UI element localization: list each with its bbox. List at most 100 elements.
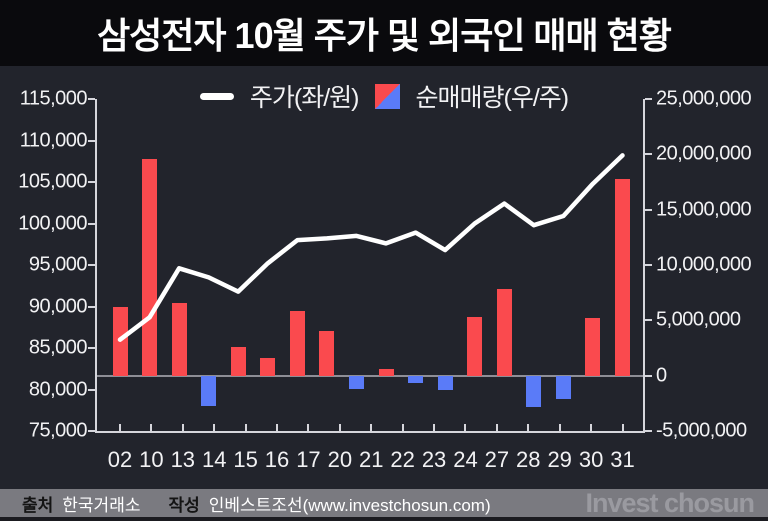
left-axis-line bbox=[95, 99, 97, 431]
volume-bar bbox=[467, 317, 483, 376]
x-axis-label: 31 bbox=[610, 447, 635, 472]
volume-bar bbox=[289, 311, 305, 376]
x-axis-tick bbox=[590, 424, 593, 431]
right-axis-tick bbox=[645, 319, 652, 322]
x-axis-tick bbox=[119, 424, 121, 431]
x-axis-tick bbox=[558, 424, 561, 431]
chart-panel: 주가(좌/원) 순매매량(우/주) 115,000 110,000 105,000 1… bbox=[0, 66, 768, 489]
right-axis-label: 20,000,000 bbox=[656, 142, 752, 165]
volume-legend-label: 순매매량(우/주) bbox=[415, 84, 570, 112]
left-axis-tick bbox=[88, 388, 95, 391]
left-axis-tick bbox=[88, 305, 95, 308]
left-axis-label: 100,000 bbox=[18, 212, 87, 234]
x-axis-tick bbox=[370, 424, 373, 431]
footer-bar: 출처 한국거래소 작성 인베스트조선(www.investchosun.com)… bbox=[0, 487, 768, 518]
x-axis-tick bbox=[276, 424, 279, 431]
x-axis-label: 27 bbox=[484, 447, 510, 472]
right-axis-label: -5,000,000 bbox=[656, 419, 747, 442]
price-legend-label: 주가(좌/원) bbox=[249, 84, 360, 112]
volume-bar bbox=[260, 357, 276, 376]
volume-bar bbox=[201, 375, 217, 406]
x-axis-tick bbox=[307, 424, 310, 431]
x-axis-tick bbox=[621, 424, 624, 431]
x-axis-label: 30 bbox=[578, 447, 604, 472]
volume-bar bbox=[555, 375, 571, 399]
x-axis-tick bbox=[213, 424, 216, 431]
chart-title: 삼성전자 10월 주가 및 외국인 매매 현황 bbox=[97, 15, 672, 56]
title-bar: 삼성전자 10월 주가 및 외국인 매매 현황 bbox=[0, 0, 768, 66]
right-axis-tick bbox=[645, 264, 652, 266]
volume-bar bbox=[348, 375, 364, 389]
volume-bar-legend-marker bbox=[374, 83, 400, 109]
x-axis-tick bbox=[527, 424, 530, 431]
x-axis-label: 15 bbox=[233, 447, 258, 472]
left-axis-tick bbox=[88, 347, 95, 349]
left-axis-label: 95,000 bbox=[28, 253, 88, 276]
author-value: 인베스트조선(www.investchosun.com) bbox=[208, 495, 491, 515]
x-axis-label: 28 bbox=[516, 447, 541, 472]
x-axis-label: 13 bbox=[170, 447, 196, 472]
right-axis-label: 10,000,000 bbox=[656, 253, 752, 276]
x-axis-label: 10 bbox=[139, 447, 164, 472]
volume-bar bbox=[437, 375, 453, 391]
volume-bar bbox=[615, 178, 630, 376]
x-axis-tick bbox=[464, 424, 467, 431]
volume-bar bbox=[378, 369, 394, 376]
right-axis-line bbox=[643, 99, 645, 431]
volume-bar bbox=[496, 289, 512, 376]
right-axis-tick bbox=[645, 153, 652, 156]
x-axis-label: 29 bbox=[547, 447, 572, 472]
x-axis-label: 14 bbox=[201, 447, 227, 472]
right-axis-tick bbox=[645, 374, 652, 377]
left-axis-tick bbox=[88, 222, 95, 225]
author-label: 작성 bbox=[168, 495, 200, 515]
right-axis-label: 15,000,000 bbox=[656, 198, 752, 221]
left-axis-tick bbox=[88, 98, 95, 100]
left-axis-label: 90,000 bbox=[28, 295, 88, 317]
volume-bar bbox=[408, 375, 424, 384]
invest-chosun-logo: Invest chosun bbox=[585, 487, 755, 518]
x-axis-label: 16 bbox=[264, 447, 290, 472]
bottom-axis-line bbox=[95, 431, 645, 433]
x-axis-label: 24 bbox=[453, 447, 478, 472]
left-axis-label: 110,000 bbox=[19, 129, 88, 151]
price-line-legend-marker bbox=[199, 92, 234, 100]
left-axis-tick bbox=[88, 430, 95, 432]
left-axis-label: 105,000 bbox=[18, 170, 87, 193]
x-axis-label: 20 bbox=[327, 447, 353, 472]
x-axis-tick bbox=[401, 424, 404, 431]
zero-gridline bbox=[97, 374, 643, 377]
right-axis-tick bbox=[645, 208, 652, 211]
left-axis-tick bbox=[88, 181, 95, 183]
x-axis-label: 17 bbox=[296, 447, 321, 472]
x-axis-tick bbox=[495, 424, 498, 431]
right-axis-label: 25,000,000 bbox=[656, 87, 752, 110]
x-axis-tick bbox=[433, 424, 436, 431]
x-axis-label: 21 bbox=[359, 447, 384, 472]
footer-edge bbox=[0, 517, 768, 521]
legend: 주가(좌/원) 순매매량(우/주) bbox=[0, 78, 768, 114]
x-axis-tick bbox=[181, 424, 184, 431]
left-axis-label: 85,000 bbox=[28, 336, 88, 359]
right-axis-label: 5,000,000 bbox=[656, 308, 741, 331]
price-line bbox=[117, 153, 625, 342]
volume-bar bbox=[526, 375, 542, 407]
x-axis-label: 02 bbox=[107, 447, 133, 472]
left-axis-label: 75,000 bbox=[28, 419, 88, 442]
source-value: 한국거래소 bbox=[62, 495, 141, 515]
x-axis-tick bbox=[338, 424, 341, 431]
volume-bar bbox=[171, 302, 187, 376]
right-axis-tick bbox=[645, 98, 652, 100]
volume-bar bbox=[230, 346, 246, 376]
x-axis-label: 22 bbox=[390, 447, 415, 472]
volume-bar bbox=[585, 318, 601, 376]
left-axis-label: 115,000 bbox=[19, 87, 88, 110]
left-axis-tick bbox=[88, 139, 95, 142]
x-axis-label: 23 bbox=[421, 447, 447, 472]
source-label: 출처 bbox=[22, 495, 54, 515]
left-axis-tick bbox=[88, 264, 95, 266]
right-axis-tick bbox=[645, 430, 652, 432]
left-axis-label: 80,000 bbox=[28, 378, 88, 400]
x-axis-tick bbox=[150, 424, 153, 431]
